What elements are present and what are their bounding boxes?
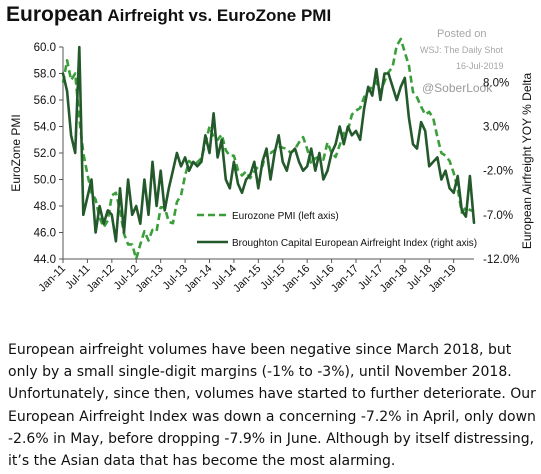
chart-legend: Eurozone PMI (left axis) Broughton Capita… — [197, 211, 477, 249]
y-axis-right-label: European Airfreight YOY % Delta — [520, 73, 534, 250]
chart-title: European Airfreight vs. EuroZone PMI — [6, 3, 331, 27]
credit-handle: @SoberLook — [422, 81, 493, 95]
y-left-tick-label: 46.0 — [34, 228, 56, 240]
y-left-tick-label: 56.0 — [34, 95, 56, 107]
x-tick-label: Jan-12 — [85, 263, 117, 295]
y-left-tick-label: 44.0 — [34, 254, 56, 266]
chart-series — [61, 37, 476, 261]
x-tick-label: Jan-19 — [427, 263, 459, 295]
chart-title-main: European — [6, 3, 103, 26]
y-left-tick-label: 52.0 — [34, 148, 56, 160]
credit-source: WSJ: The Daily Shot — [420, 45, 503, 55]
y-left-tick-label: 58.0 — [34, 69, 56, 81]
legend-label: Broughton Capital European Airfreight In… — [232, 238, 477, 249]
series-line-pmi — [61, 37, 475, 261]
x-tick-label: Jan-17 — [329, 263, 361, 295]
credit-posted: Posted on — [437, 28, 487, 40]
y-left-tick-label: 48.0 — [34, 201, 56, 213]
y-axis-left-label: EuroZone PMI — [9, 114, 23, 191]
legend-label: Eurozone PMI (left axis) — [232, 211, 339, 222]
y-left-tick-label: 60.0 — [34, 42, 56, 54]
x-tick-label: Jan-13 — [134, 263, 166, 295]
x-tick-label: Jan-15 — [231, 263, 263, 295]
x-tick-label: Jan-11 — [36, 263, 68, 295]
x-tick-label: Jan-16 — [280, 263, 312, 295]
y-left-tick-label: 50.0 — [34, 175, 56, 187]
series-line-airfreight — [61, 45, 476, 243]
y-right-tick-label: -12.0% — [483, 254, 519, 266]
commentary-paragraph: European airfreight volumes have been ne… — [8, 342, 536, 470]
y-left-tick-label: 54.0 — [34, 122, 56, 134]
credit-date: 16-Jul-2019 — [456, 61, 504, 71]
chart-title-rest: Airfreight vs. EuroZone PMI — [107, 6, 332, 25]
y-right-tick-label: -2.0% — [483, 166, 513, 178]
chart: 44.0 46.0 48.0 50.0 52.0 54.0 56.0 58.0 60.0 -12.… — [9, 37, 534, 295]
legend-item-pmi: Eurozone PMI (left axis) — [197, 211, 339, 222]
legend-item-airfreight: Broughton Capital European Airfreight In… — [197, 238, 477, 249]
y-right-tick-label: 8.0% — [483, 77, 509, 89]
y-right-tick-label: -7.0% — [483, 210, 513, 222]
x-tick-label: Jan-18 — [378, 263, 410, 295]
y-right-tick-label: 3.0% — [483, 122, 509, 134]
x-tick-label: Jan-14 — [182, 263, 214, 295]
